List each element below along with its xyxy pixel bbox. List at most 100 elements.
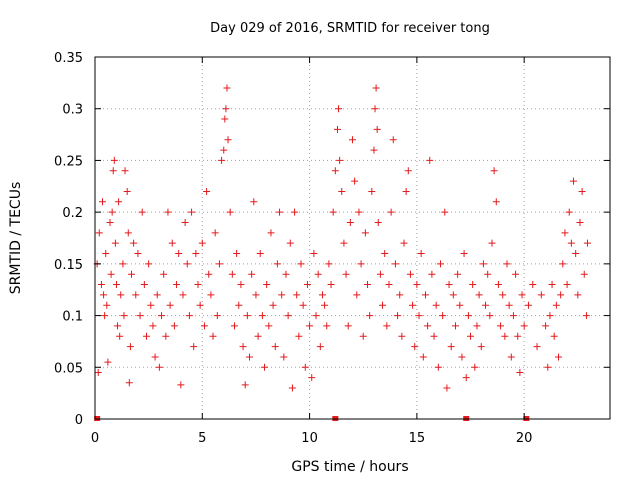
data-point [110,156,118,164]
y-tick-label: 0.3 [62,103,83,118]
data-point [100,291,108,299]
data-point [256,250,264,258]
data-point [394,312,402,320]
data-point [321,301,329,309]
data-point [445,281,453,289]
data-point [349,136,356,144]
data-point [286,239,294,247]
data-point [548,281,556,289]
data-point [563,281,571,289]
data-point [409,301,417,309]
data-point [258,312,266,320]
data-point [205,270,213,278]
data-point [123,187,131,195]
data-point [578,187,586,195]
data-point [121,167,129,175]
x-tick-label: 5 [198,431,206,446]
data-point [104,358,112,366]
data-point [323,322,331,330]
x-tick-label: 15 [409,431,426,446]
data-point [318,291,326,299]
data-point [261,363,269,371]
data-point [364,281,372,289]
data-point [443,384,451,392]
data-point [396,291,404,299]
data-point [340,239,348,247]
data-point [215,260,223,268]
data-point [196,301,204,309]
data-point [185,312,193,320]
data-point [492,198,500,206]
plot-frame [94,56,611,420]
data-point [166,301,174,309]
data-point [555,353,562,361]
data-point [160,270,168,278]
data-point [194,281,202,289]
data-point [200,322,208,330]
data-point [248,270,256,278]
data-point [374,218,382,226]
data-point [310,250,318,258]
data-point [327,281,335,289]
data-point [552,301,560,309]
data-point [125,379,133,387]
data-point [115,198,123,206]
data-point [271,343,279,351]
data-point [557,291,565,299]
data-point [170,322,178,330]
data-point [329,208,337,216]
data-point [297,260,305,268]
data-point [402,187,410,195]
data-point [391,260,399,268]
data-point [241,381,249,389]
data-point [278,291,286,299]
y-axis-label: SRMTID / TECUs [8,182,24,295]
data-point [211,229,219,237]
data-point [368,187,376,195]
data-point [158,312,166,320]
data-point [544,363,552,371]
data-point [542,322,550,330]
data-point [469,281,477,289]
data-point [359,332,367,340]
data-point [430,332,438,340]
data-point [484,270,492,278]
data-point [338,187,346,195]
data-point [471,363,479,371]
data-point [516,368,524,376]
data-point [175,250,183,258]
data-point [537,291,545,299]
data-point [426,156,434,164]
data-point [312,312,320,320]
data-point [335,105,343,113]
data-point [488,239,496,247]
data-point [580,270,588,278]
data-point [514,332,522,340]
data-point [361,229,369,237]
data-point [243,312,251,320]
data-point [107,270,115,278]
data-point [477,343,485,351]
data-point [149,322,157,330]
data-point [404,167,412,175]
data-point [421,291,429,299]
data-point [308,374,316,382]
data-point [460,250,468,258]
data-point [226,208,234,216]
data-point [387,208,395,216]
data-point [331,167,339,175]
data-point [400,239,408,247]
data-point [524,301,532,309]
data-point [333,125,341,133]
data-point [295,332,303,340]
data-point [316,343,324,351]
data-point [112,281,120,289]
data-point [529,281,537,289]
data-point [269,301,277,309]
data-point [209,332,217,340]
data-point [177,381,185,389]
data-point [117,291,125,299]
data-point [228,270,236,278]
data-point [223,84,231,92]
data-point [127,270,135,278]
